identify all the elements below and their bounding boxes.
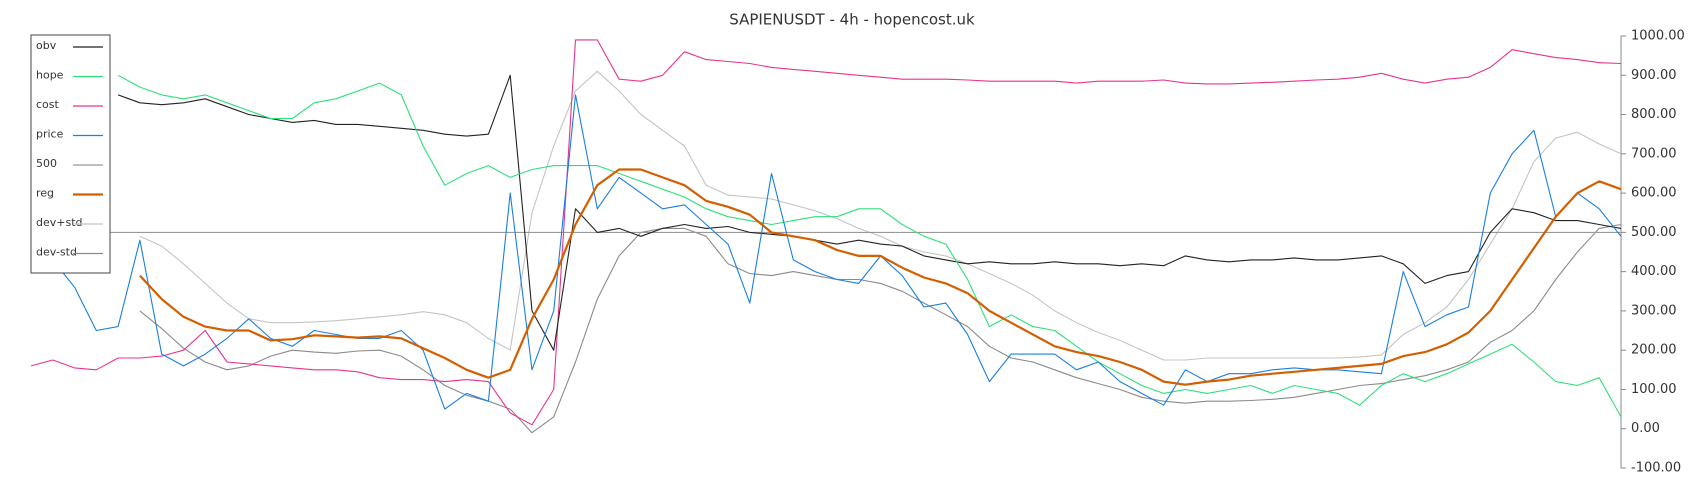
y-tick-label: 100.00: [1631, 382, 1677, 397]
y-tick-label: 0.00: [1631, 421, 1660, 436]
legend-box: [30, 34, 111, 274]
series-line: [117, 74, 1622, 418]
chart-title: SAPIENUSDT - 4h - hopencost.uk: [729, 11, 975, 29]
legend-label: price: [36, 128, 64, 141]
legend-label: 500: [36, 157, 57, 170]
series-line: [139, 223, 1622, 434]
y-tick-label: 400.00: [1631, 264, 1677, 279]
series-line: [52, 94, 1622, 410]
y-tick-label: 200.00: [1631, 343, 1677, 358]
legend-label: dev+std: [36, 216, 83, 229]
series-line: [139, 70, 1622, 361]
y-tick-label: -100.00: [1631, 461, 1681, 476]
legend-label: cost: [36, 98, 60, 111]
legend-label: dev-std: [36, 246, 77, 259]
y-tick-label: 900.00: [1631, 68, 1677, 83]
legend-label: reg: [36, 187, 54, 200]
y-tick-label: 800.00: [1631, 107, 1677, 122]
legend-label: hope: [36, 69, 64, 82]
y-tick-label: 300.00: [1631, 303, 1677, 318]
series-line: [117, 74, 1622, 351]
y-tick-label: 500.00: [1631, 225, 1677, 240]
legend: obv hope cost price 500 reg dev+std dev-std: [30, 34, 111, 274]
y-tick-label: 700.00: [1631, 146, 1677, 161]
y-tick-label: 1000.00: [1631, 29, 1685, 44]
y-tick-label: 600.00: [1631, 186, 1677, 201]
legend-label: obv: [36, 39, 57, 52]
series-line: [139, 168, 1622, 386]
series-line: [30, 39, 1622, 426]
